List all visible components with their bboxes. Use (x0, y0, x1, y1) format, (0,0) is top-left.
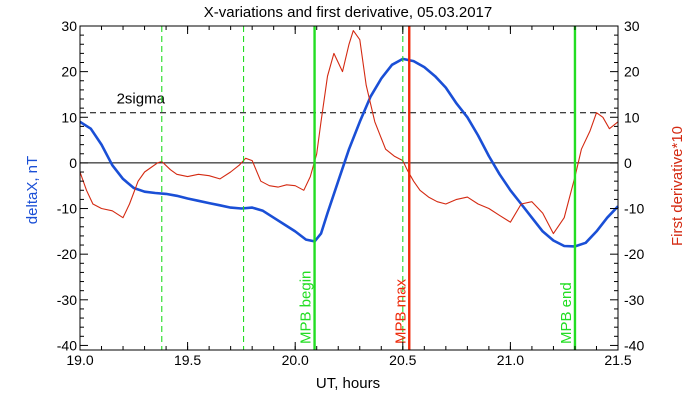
y-tick-label-left: 20 (61, 64, 77, 80)
mpb-begin-label: MPB begin (298, 271, 315, 344)
y-tick-label-left: -30 (57, 292, 77, 308)
y-axis-right-title: First derivative*10 (669, 126, 686, 246)
x-tick-label: 19.5 (174, 352, 201, 368)
y-tick-label-left: 10 (61, 109, 77, 125)
y-tick-label-left: 30 (61, 18, 77, 34)
y-tick-label-right: 30 (624, 18, 640, 34)
x-tick-label: 20.0 (282, 352, 309, 368)
y-tick-label-right: 0 (624, 155, 632, 171)
x-tick-label: 21.5 (604, 352, 631, 368)
y-tick-label-right: -20 (624, 246, 644, 262)
y-tick-label-right: 20 (624, 64, 640, 80)
derivative-line (79, 30, 619, 235)
x-axis-title: UT, hours (316, 375, 380, 392)
y-tick-label-left: -20 (57, 246, 77, 262)
x-tick-label: 19.0 (66, 352, 93, 368)
y-tick-label-left: 0 (69, 155, 77, 171)
deltaX-line (79, 57, 619, 248)
y-tick-label-right: 10 (624, 109, 640, 125)
mpb-end-label: MPB end (558, 282, 575, 344)
y-tick-label-left: -10 (57, 201, 77, 217)
plot-frame (79, 25, 619, 351)
y-tick-label-left: -40 (57, 337, 77, 353)
mpb-max-label: MPB max (392, 278, 409, 344)
plot-area: 2sigma MPB begin MPB max MPB end 19.0 19.5 20.… (57, 18, 645, 368)
chart-title: X-variations and first derivative, 05.03… (204, 4, 493, 21)
y-tick-label-right: -40 (624, 337, 644, 353)
y-tick-label-right: -30 (624, 292, 644, 308)
y-tick-label-right: -10 (624, 201, 644, 217)
x-tick-label: 21.0 (497, 352, 524, 368)
two_sigma-label: 2sigma (117, 91, 166, 108)
y-axis-left-title: deltaX, nT (24, 156, 41, 224)
x-tick-label: 20.5 (389, 352, 416, 368)
